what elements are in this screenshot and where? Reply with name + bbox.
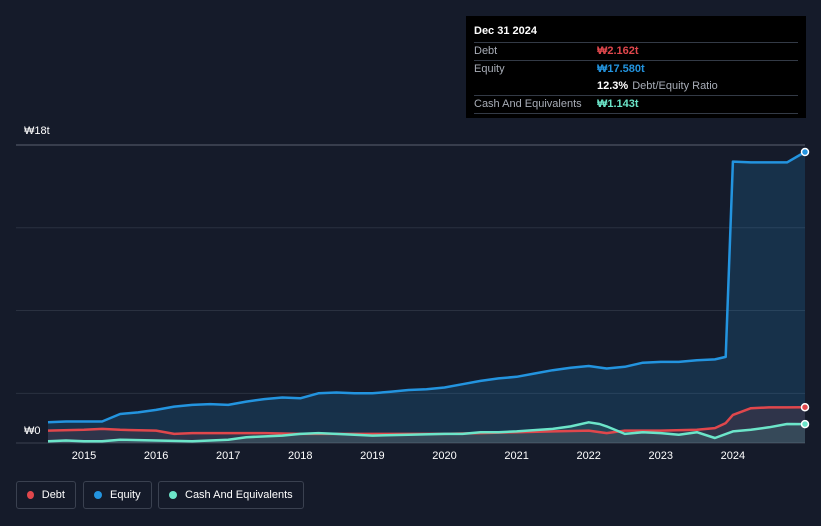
tooltip-debt-label: Debt bbox=[474, 45, 498, 57]
tooltip-equity-label: Equity bbox=[474, 63, 505, 75]
end-markers bbox=[800, 147, 810, 429]
line-equity bbox=[47, 150, 806, 424]
x-tick-label: 2019 bbox=[360, 450, 385, 462]
x-tick-label: 2017 bbox=[215, 450, 241, 462]
tooltip-row-debt: Debt ₩2.162t bbox=[474, 43, 798, 61]
legend-dot-debt bbox=[27, 491, 34, 499]
tooltip-equity-value: ₩17.580t bbox=[597, 63, 645, 75]
y-tick-label-bottom: ₩0 bbox=[24, 425, 41, 437]
end-marker-debt bbox=[800, 402, 810, 412]
legend-dot-equity bbox=[94, 491, 102, 499]
series-lines bbox=[47, 150, 806, 443]
grid bbox=[16, 144, 805, 444]
tooltip-debt-value: ₩2.162t bbox=[597, 45, 639, 57]
series-areas bbox=[48, 152, 805, 443]
tooltip: Dec 31 2024 Debt ₩2.162t Equity ₩17.580t… bbox=[466, 16, 806, 118]
x-tick-label: 2018 bbox=[288, 450, 313, 462]
tooltip-ratio-value: 12.3% bbox=[597, 80, 629, 92]
tooltip-cash-label: Cash And Equivalents bbox=[474, 98, 582, 110]
tooltip-row-ratio: 12.3% Debt/Equity Ratio bbox=[474, 78, 798, 96]
tooltip-ratio-label: Debt/Equity Ratio bbox=[632, 80, 718, 92]
x-tick-label: 2015 bbox=[71, 450, 97, 462]
legend-item-equity[interactable]: Equity bbox=[83, 481, 152, 509]
area-cash-and-equivalents bbox=[48, 422, 805, 443]
x-tick-label: 2016 bbox=[143, 450, 169, 462]
x-tick-label: 2020 bbox=[432, 450, 457, 462]
y-tick-label-top: ₩18t bbox=[24, 125, 50, 137]
legend-item-debt[interactable]: Debt bbox=[16, 481, 76, 509]
tooltip-row-equity: Equity ₩17.580t bbox=[474, 61, 798, 78]
tooltip-row-cash: Cash And Equivalents ₩1.143t bbox=[474, 96, 798, 114]
x-tick-label: 2023 bbox=[648, 450, 674, 462]
x-tick-label: 2024 bbox=[720, 450, 746, 462]
area-equity bbox=[48, 152, 805, 443]
line-cash-and-equivalents bbox=[47, 421, 806, 443]
legend-label-equity: Equity bbox=[110, 489, 141, 501]
tooltip-date: Dec 31 2024 bbox=[474, 24, 798, 43]
x-tick-label: 2022 bbox=[576, 450, 601, 462]
legend-label-cash: Cash And Equivalents bbox=[185, 489, 293, 501]
legend-label-debt: Debt bbox=[41, 489, 65, 501]
legend-item-cash[interactable]: Cash And Equivalents bbox=[158, 481, 304, 509]
end-marker-cash-and-equivalents bbox=[800, 419, 810, 429]
legend-dot-cash bbox=[169, 491, 177, 499]
x-tick-label: 2021 bbox=[504, 450, 529, 462]
end-marker-equity bbox=[800, 147, 810, 157]
tooltip-cash-value: ₩1.143t bbox=[597, 98, 639, 110]
tooltip-ratio-spacer bbox=[474, 78, 597, 95]
